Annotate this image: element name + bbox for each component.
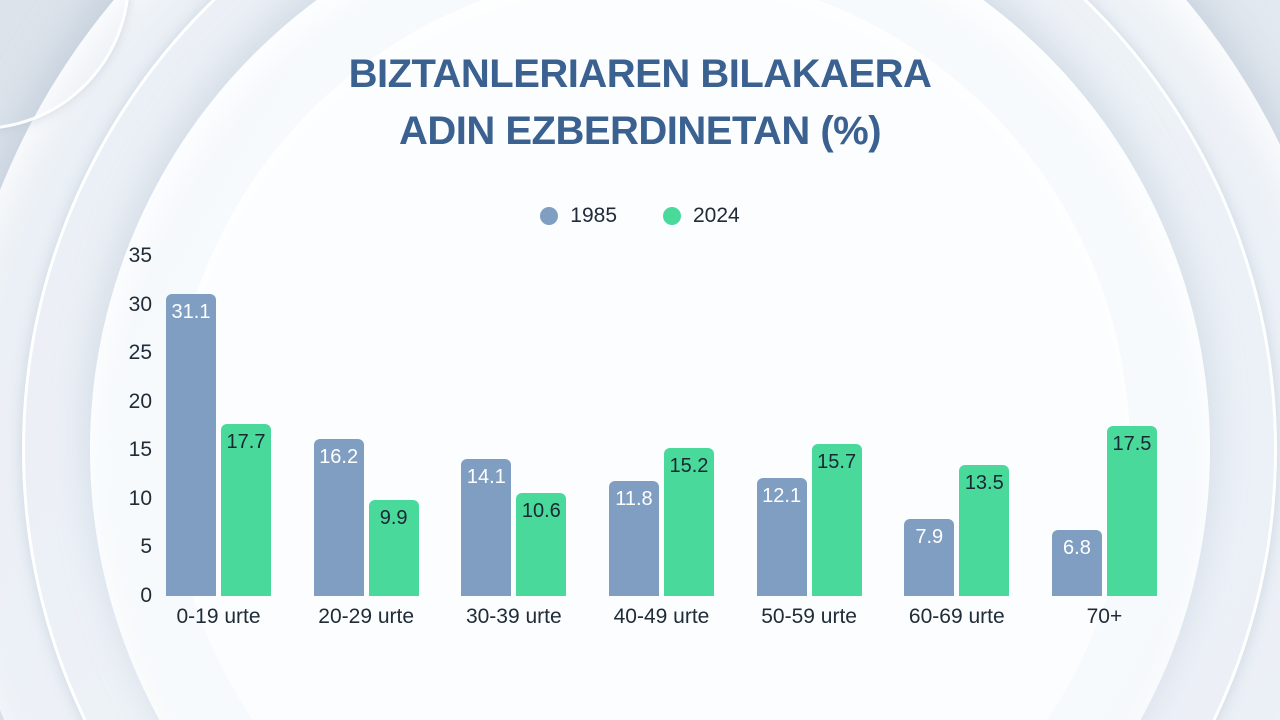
y-axis-tick-20: 20 [128,389,152,413]
bar-group-0-19-urte: 31.1 17.7 0-19 urte [166,256,271,628]
bar-value-label: 10.6 [521,500,561,523]
category-label-70+: 70+ [1086,605,1123,628]
chart-legend: 1985 2024 [0,204,1280,228]
bar-value-label: 31.1 [171,300,211,323]
legend-label-2024: 2024 [693,204,740,227]
bar-value-label: 11.8 [615,488,653,511]
y-axis-tick-0: 0 [140,584,152,607]
bar-2024-60-69-urte: 13.5 [959,464,1010,596]
category-label-0-19-urte: 0-19 urte [176,605,261,628]
chart-title: BIZTANLERIAREN BILAKAERA ADIN EZBERDINET… [0,46,1280,160]
bar-1985-20-29-urte: 16.2 [313,438,364,596]
bar-1985-50-59-urte: 12.1 [756,478,807,596]
bar-1985-30-39-urte: 14.1 [461,459,512,596]
bar-group-40-49-urte: 11.8 15.2 40-49 urte [608,256,714,628]
plot-area: 31.1 17.7 0-19 urte 16.2 9.9 20-29 urte 14.1 10… [166,256,1157,628]
y-axis-tick-10: 10 [128,486,152,510]
legend-item-1985: 1985 [540,204,617,228]
bar-2024-40-49-urte: 15.2 [663,448,714,596]
y-axis: 0 5 10 15 20 25 30 35 [0,244,152,607]
category-label-20-29-urte: 20-29 urte [318,605,415,628]
bar-2024-0-19-urte: 17.7 [221,424,271,596]
bar-2024-30-39-urte: 10.6 [516,493,567,596]
bar-group-70+: 6.8 17.5 70+ [1051,256,1157,628]
y-axis-tick-15: 15 [128,438,152,462]
bar-1985-0-19-urte: 31.1 [166,293,216,596]
bar-value-label: 15.2 [669,455,709,478]
bar-value-label: 17.7 [226,431,266,454]
y-axis-tick-30: 30 [128,292,152,316]
bar-1985-40-49-urte: 11.8 [608,481,659,596]
bar-value-label: 14.1 [466,466,506,489]
bar-value-label: 6.8 [1063,536,1091,559]
bar-group-60-69-urte: 7.9 13.5 60-69 urte [904,256,1010,628]
bar-1985-70+: 6.8 [1051,529,1102,596]
y-axis-tick-25: 25 [128,341,152,365]
category-label-60-69-urte: 60-69 urte [908,605,1005,628]
y-axis-tick-35: 35 [128,244,152,267]
category-label-50-59-urte: 50-59 urte [761,605,857,628]
legend-dot-1985-icon [540,207,559,225]
legend-label-1985: 1985 [570,204,617,227]
bar-group-30-39-urte: 14.1 10.6 30-39 urte [461,256,567,628]
bar-1985-60-69-urte: 7.9 [904,519,955,596]
legend-item-2024: 2024 [663,204,740,228]
bar-2024-50-59-urte: 15.7 [811,443,862,596]
chart-title-line-1: BIZTANLERIAREN BILAKAERA [348,52,932,96]
bar-2024-70+: 17.5 [1106,426,1157,596]
bar-value-label: 12.1 [762,485,802,508]
chart-title-line-2: ADIN EZBERDINETAN (%) [398,109,882,153]
bar-group-20-29-urte: 16.2 9.9 20-29 urte [313,256,419,628]
bar-2024-20-29-urte: 9.9 [368,499,419,596]
bar-value-label: 13.5 [964,471,1004,494]
bar-group-50-59-urte: 12.1 15.7 50-59 urte [756,256,862,628]
category-label-30-39-urte: 30-39 urte [465,605,562,628]
bar-value-label: 16.2 [319,445,359,468]
bar-value-label: 15.7 [817,450,857,473]
bar-value-label: 17.5 [1112,433,1152,455]
y-axis-tick-5: 5 [140,535,152,559]
bar-value-label: 9.9 [379,506,408,529]
legend-dot-2024-icon [663,207,681,225]
category-label-40-49-urte: 40-49 urte [613,605,710,628]
bar-value-label: 7.9 [915,526,944,549]
